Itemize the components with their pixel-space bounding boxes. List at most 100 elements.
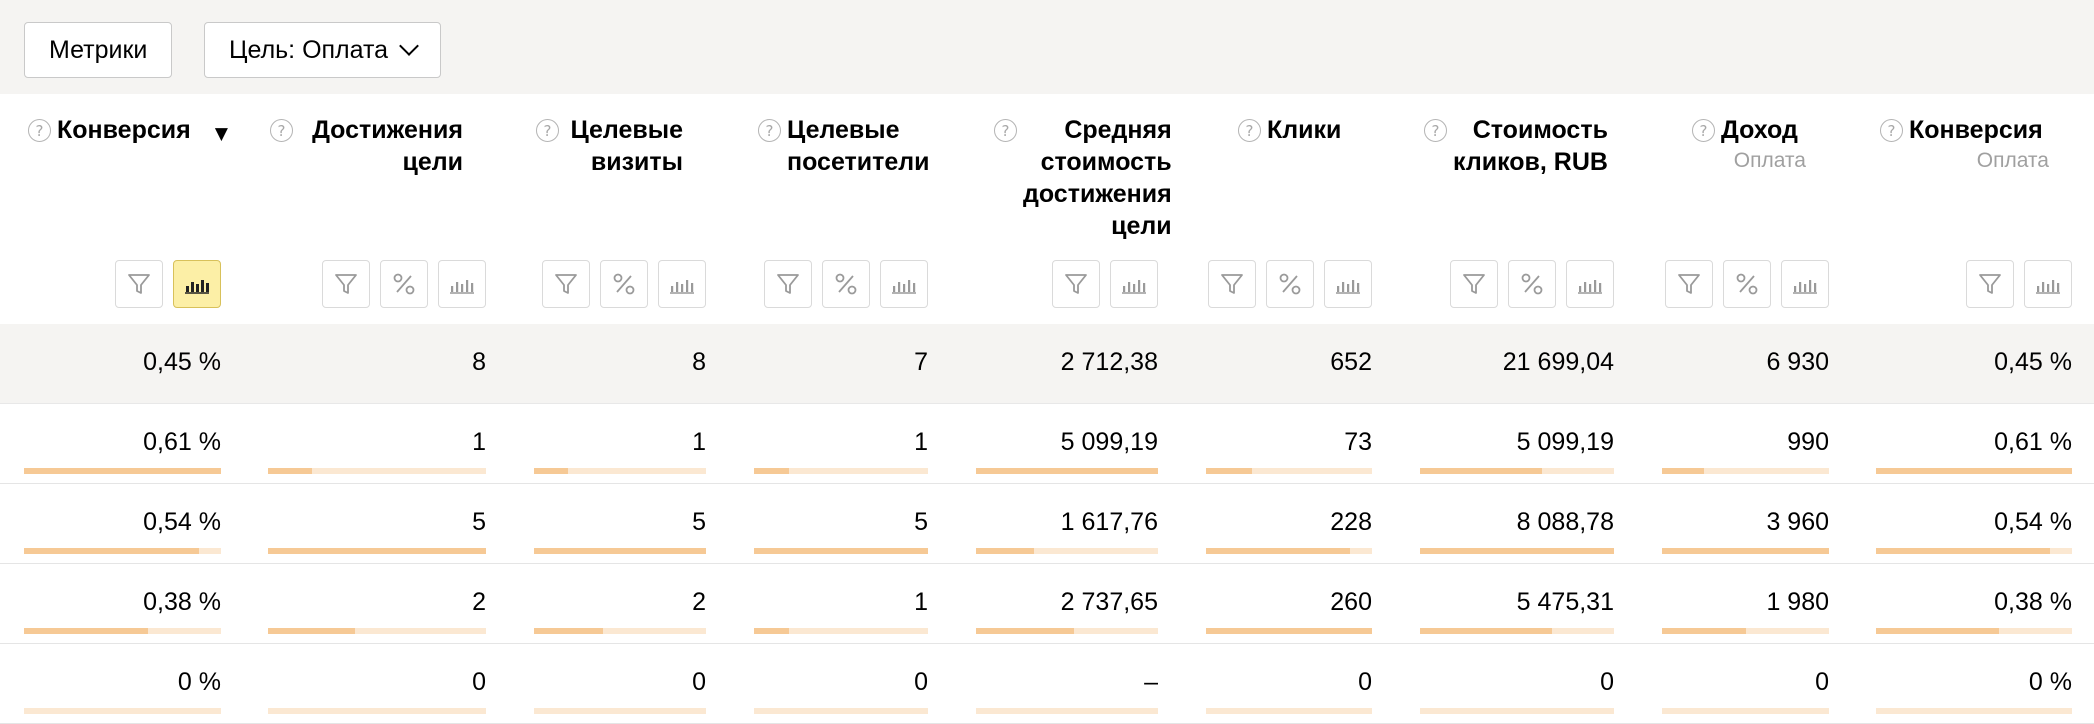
column-tools — [1966, 260, 2072, 308]
cell-value: 260 — [1330, 588, 1372, 616]
column-title-line: достижения — [1023, 180, 1172, 208]
column-header[interactable]: ? Конверсия Оплата — [1880, 114, 2079, 176]
bar-chart-icon — [1576, 272, 1604, 296]
chart-button[interactable] — [1781, 260, 1829, 308]
column-header[interactable]: ? Клики — [1238, 114, 1379, 146]
column-header[interactable]: ? Целевые посетители — [758, 114, 935, 178]
chart-button[interactable] — [173, 260, 221, 308]
cell-value: 2 712,38 — [1060, 348, 1158, 376]
table-row[interactable]: 0,38 % 2 2 1 2 737,65 260 5 475,31 1 980 0,38 % — [0, 564, 2094, 644]
table-cell: 1 — [754, 564, 928, 644]
help-icon[interactable]: ? — [994, 119, 1017, 142]
filter-button[interactable] — [542, 260, 590, 308]
cell-value: 21 699,04 — [1502, 348, 1614, 376]
table-cell: 0 % — [1876, 644, 2072, 724]
column-header[interactable]: ? Конверсия ▼ — [28, 114, 258, 150]
cell-share-bar — [268, 468, 486, 474]
filter-button[interactable] — [1052, 260, 1100, 308]
help-icon[interactable]: ? — [1692, 119, 1715, 142]
table-cell: 0,61 % — [24, 404, 221, 484]
table-cell: 0,38 % — [1876, 564, 2072, 644]
cell-value: 5 — [914, 508, 928, 536]
help-icon[interactable]: ? — [758, 119, 781, 142]
column-tools — [764, 260, 928, 308]
filter-button[interactable] — [1665, 260, 1713, 308]
chart-button[interactable] — [880, 260, 928, 308]
column-tools — [1052, 260, 1158, 308]
cell-share-bar — [754, 708, 928, 714]
sort-desc-icon[interactable]: ▼ — [214, 124, 228, 144]
table-cell: 21 699,04 — [1420, 324, 1614, 404]
percent-button[interactable] — [1723, 260, 1771, 308]
table-cell: 0 % — [24, 644, 221, 724]
filter-icon — [333, 271, 359, 297]
help-icon[interactable]: ? — [1424, 119, 1447, 142]
column-header[interactable]: ? Доход Оплата — [1692, 114, 1836, 176]
column-title-line: Средняя — [1064, 116, 1172, 144]
goal-select[interactable]: Цель: Оплата — [204, 22, 442, 78]
column-header[interactable]: ? Достижения цели — [270, 114, 493, 178]
cell-value: 8 088,78 — [1516, 508, 1614, 536]
column-title-line: цели — [1111, 212, 1172, 240]
column-title-line: Целевые — [787, 116, 900, 144]
table-row[interactable]: 0 % 0 0 0 – 0 0 0 0 % — [0, 644, 2094, 724]
column-header[interactable]: ? Средняя стоимость достижения цели — [994, 114, 1172, 242]
chart-button[interactable] — [1110, 260, 1158, 308]
cell-value: 2 — [472, 588, 486, 616]
cell-value: 990 — [1787, 428, 1829, 456]
column-title-line: Конверсия — [1909, 116, 2043, 144]
column-header[interactable]: ? Стоимость кликов, RUB — [1424, 114, 1621, 178]
cell-value: 5 099,19 — [1060, 428, 1158, 456]
cell-value: 6 930 — [1766, 348, 1829, 376]
cell-share-bar — [24, 708, 221, 714]
percent-icon — [1277, 271, 1303, 297]
chart-button[interactable] — [658, 260, 706, 308]
percent-button[interactable] — [1508, 260, 1556, 308]
help-icon[interactable]: ? — [1880, 119, 1903, 142]
cell-value: 5 099,19 — [1516, 428, 1614, 456]
cell-value: 0,61 % — [1994, 428, 2072, 456]
cell-value: 0,45 % — [1994, 348, 2072, 376]
percent-button[interactable] — [1266, 260, 1314, 308]
help-icon[interactable]: ? — [536, 119, 559, 142]
metrics-button[interactable]: Метрики — [24, 22, 173, 78]
cell-value: 0,54 % — [143, 508, 221, 536]
percent-icon — [1734, 271, 1760, 297]
table-row[interactable]: 0,61 % 1 1 1 5 099,19 73 5 099,19 990 0,61 % — [0, 404, 2094, 484]
help-icon[interactable]: ? — [1238, 119, 1261, 142]
help-icon[interactable]: ? — [270, 119, 293, 142]
bar-chart-icon — [183, 272, 211, 296]
percent-button[interactable] — [380, 260, 428, 308]
chart-button[interactable] — [2024, 260, 2072, 308]
column-title-line: кликов, RUB — [1453, 148, 1608, 176]
table-cell: 8 — [268, 324, 486, 404]
help-icon[interactable]: ? — [28, 119, 51, 142]
filter-icon — [1219, 271, 1245, 297]
cell-share-bar — [754, 468, 928, 474]
chart-button[interactable] — [1324, 260, 1372, 308]
filter-button[interactable] — [764, 260, 812, 308]
filter-button[interactable] — [1966, 260, 2014, 308]
table-row[interactable]: 0,54 % 5 5 5 1 617,76 228 8 088,78 3 960 0,54 % — [0, 484, 2094, 564]
filter-icon — [1676, 271, 1702, 297]
filter-button[interactable] — [115, 260, 163, 308]
filter-button[interactable] — [322, 260, 370, 308]
percent-button[interactable] — [600, 260, 648, 308]
table-cell: 0 — [534, 644, 706, 724]
chart-button[interactable] — [438, 260, 486, 308]
table-cell: 3 960 — [1662, 484, 1829, 564]
column-goal-subtitle: Оплата — [1976, 149, 2049, 172]
cell-value: 1 — [914, 588, 928, 616]
column-header[interactable]: ? Целевые визиты — [536, 114, 713, 178]
percent-button[interactable] — [822, 260, 870, 308]
filter-button[interactable] — [1208, 260, 1256, 308]
bar-chart-icon — [2034, 272, 2062, 296]
chart-button[interactable] — [1566, 260, 1614, 308]
cell-value: 0 — [914, 668, 928, 696]
cell-share-bar — [754, 628, 928, 634]
cell-share-bar — [1420, 628, 1614, 634]
filter-button[interactable] — [1450, 260, 1498, 308]
cell-value: 0 — [472, 668, 486, 696]
goal-select-label: Цель: Оплата — [229, 35, 389, 64]
table-cell: 73 — [1206, 404, 1372, 484]
